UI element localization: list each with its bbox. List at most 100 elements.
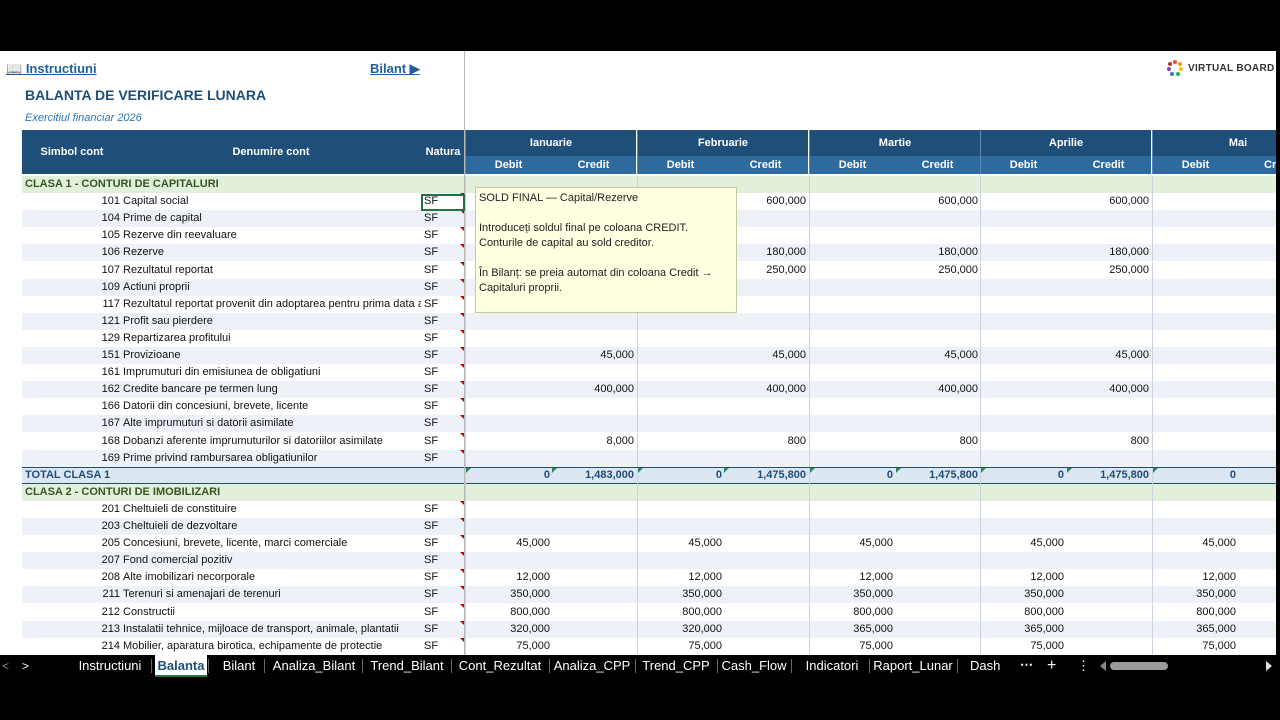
- comment-indicator-icon[interactable]: [460, 244, 465, 249]
- credit-cell[interactable]: [1069, 604, 1149, 621]
- credit-cell[interactable]: [554, 535, 634, 552]
- account-symbol[interactable]: 151: [101, 349, 120, 361]
- debit-cell[interactable]: [1156, 296, 1236, 313]
- credit-cell[interactable]: 600,000: [938, 195, 978, 207]
- debit-cell[interactable]: [1156, 381, 1236, 398]
- credit-cell[interactable]: [554, 586, 634, 603]
- credit-cell[interactable]: 800: [787, 435, 806, 447]
- account-symbol[interactable]: 101: [101, 195, 120, 207]
- debit-cell[interactable]: [642, 501, 722, 518]
- credit-cell[interactable]: [898, 330, 978, 347]
- credit-cell[interactable]: [726, 296, 806, 313]
- debit-cell[interactable]: [813, 433, 893, 450]
- credit-cell[interactable]: [726, 330, 806, 347]
- credit-cell[interactable]: [554, 313, 634, 330]
- debit-cell[interactable]: 12,000: [1030, 571, 1064, 583]
- account-nature[interactable]: SF: [424, 315, 439, 327]
- credit-cell[interactable]: [898, 313, 978, 330]
- debit-cell[interactable]: 0: [543, 469, 550, 481]
- account-nature[interactable]: SF: [424, 332, 439, 344]
- account-name[interactable]: Prime privind rambursarea obligatiunilor: [123, 452, 318, 464]
- more-tabs-icon[interactable]: ⋯: [1020, 657, 1033, 672]
- comment-indicator-icon[interactable]: [460, 450, 465, 455]
- account-symbol[interactable]: 213: [101, 623, 120, 635]
- account-name[interactable]: Rezultatul reportat: [123, 264, 213, 276]
- debit-cell[interactable]: [642, 364, 722, 381]
- credit-cell[interactable]: [554, 604, 634, 621]
- credit-cell[interactable]: [726, 586, 806, 603]
- credit-cell[interactable]: [898, 398, 978, 415]
- debit-cell[interactable]: [1156, 279, 1236, 296]
- credit-cell[interactable]: [1069, 450, 1149, 467]
- tab-dashbo[interactable]: Dashbo: [970, 658, 1000, 673]
- credit-cell[interactable]: 45,000: [600, 349, 634, 361]
- account-nature[interactable]: SF: [424, 298, 439, 310]
- credit-cell[interactable]: [898, 450, 978, 467]
- account-nature[interactable]: SF: [424, 400, 439, 412]
- debit-cell[interactable]: [813, 262, 893, 279]
- debit-cell[interactable]: 800,000: [1024, 606, 1064, 618]
- tab-analiza_bilant[interactable]: Analiza_Bilant: [272, 658, 356, 673]
- debit-cell[interactable]: [470, 415, 550, 432]
- debit-cell[interactable]: [813, 193, 893, 210]
- tab-balanta[interactable]: Balanta: [155, 655, 207, 677]
- account-name[interactable]: Alte imobilizari necorporale: [123, 571, 256, 583]
- debit-cell[interactable]: [470, 364, 550, 381]
- credit-cell[interactable]: [1069, 501, 1149, 518]
- account-name[interactable]: Concesiuni, brevete, licente, marci come…: [123, 537, 348, 549]
- account-symbol[interactable]: 117: [102, 298, 120, 310]
- credit-cell[interactable]: 400,000: [594, 383, 634, 395]
- debit-cell[interactable]: [813, 279, 893, 296]
- debit-cell[interactable]: [813, 296, 893, 313]
- account-nature[interactable]: SF: [424, 554, 439, 566]
- account-name[interactable]: Cheltuieli de dezvoltare: [123, 520, 238, 532]
- debit-cell[interactable]: 45,000: [688, 537, 722, 549]
- credit-cell[interactable]: 1,483,000: [585, 469, 634, 481]
- comment-indicator-icon[interactable]: [460, 501, 465, 506]
- hscroll-left-icon[interactable]: [1100, 661, 1106, 671]
- credit-cell[interactable]: [1069, 398, 1149, 415]
- credit-cell[interactable]: [1069, 227, 1149, 244]
- account-name[interactable]: Cheltuieli de constituire: [123, 503, 237, 515]
- comment-indicator-icon[interactable]: [460, 347, 465, 352]
- tab-analiza_cpp[interactable]: Analiza_CPP: [553, 658, 631, 673]
- account-name[interactable]: Prime de capital: [123, 212, 202, 224]
- debit-cell[interactable]: [1156, 450, 1236, 467]
- credit-cell[interactable]: [898, 279, 978, 296]
- debit-cell[interactable]: 0: [1229, 469, 1236, 481]
- account-symbol[interactable]: 214: [101, 640, 120, 652]
- account-nature[interactable]: SF: [424, 588, 439, 600]
- comment-indicator-icon[interactable]: [460, 313, 465, 318]
- debit-cell[interactable]: 0: [715, 469, 722, 481]
- debit-cell[interactable]: 12,000: [688, 571, 722, 583]
- credit-cell[interactable]: [726, 552, 806, 569]
- credit-cell[interactable]: [898, 535, 978, 552]
- debit-cell[interactable]: [984, 244, 1064, 261]
- debit-cell[interactable]: [984, 262, 1064, 279]
- credit-cell[interactable]: [1069, 296, 1149, 313]
- debit-cell[interactable]: [470, 501, 550, 518]
- credit-cell[interactable]: [726, 210, 806, 227]
- tab-instructiuni[interactable]: Instructiuni: [78, 658, 142, 673]
- debit-cell[interactable]: [470, 518, 550, 535]
- debit-cell[interactable]: [984, 330, 1064, 347]
- debit-cell[interactable]: [1156, 193, 1236, 210]
- credit-cell[interactable]: 45,000: [1115, 349, 1149, 361]
- debit-cell[interactable]: [1156, 433, 1236, 450]
- credit-cell[interactable]: [898, 569, 978, 586]
- credit-cell[interactable]: [726, 398, 806, 415]
- account-nature[interactable]: SF: [424, 452, 439, 464]
- debit-cell[interactable]: [813, 347, 893, 364]
- account-symbol[interactable]: 207: [101, 554, 120, 566]
- credit-cell[interactable]: 8,000: [606, 435, 634, 447]
- credit-cell[interactable]: [726, 313, 806, 330]
- debit-cell[interactable]: 0: [886, 469, 893, 481]
- tab-bilant[interactable]: Bilant: [222, 658, 256, 673]
- account-nature[interactable]: SF: [424, 520, 439, 532]
- credit-cell[interactable]: 250,000: [766, 264, 806, 276]
- debit-cell[interactable]: [813, 398, 893, 415]
- credit-cell[interactable]: 180,000: [938, 246, 978, 258]
- comment-indicator-icon[interactable]: [460, 279, 465, 284]
- credit-cell[interactable]: [726, 535, 806, 552]
- comment-indicator-icon[interactable]: [460, 262, 465, 267]
